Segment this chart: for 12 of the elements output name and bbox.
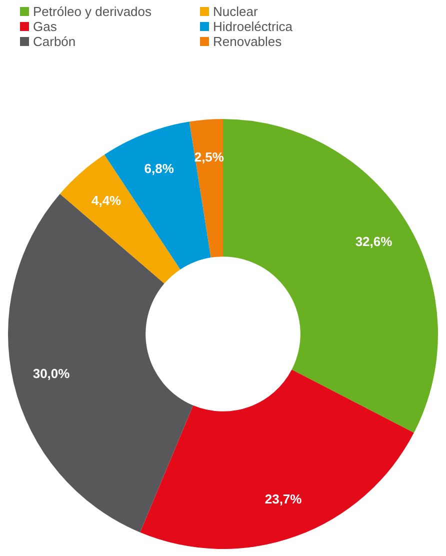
legend-label: Carbón bbox=[33, 34, 76, 49]
legend-label: Nuclear bbox=[213, 4, 258, 19]
data-label: 6,8% bbox=[144, 161, 174, 176]
legend-label: Petróleo y derivados bbox=[33, 4, 152, 19]
data-label: 2,5% bbox=[194, 150, 224, 165]
legend-label: Gas bbox=[33, 19, 57, 34]
data-label: 23,7% bbox=[264, 491, 302, 506]
legend-label: Hidroeléctrica bbox=[213, 19, 292, 34]
data-label: 4,4% bbox=[91, 193, 122, 208]
data-label: 32,6% bbox=[355, 234, 393, 249]
legend-label: Renovables bbox=[213, 34, 282, 49]
data-label: 30,0% bbox=[32, 366, 70, 382]
